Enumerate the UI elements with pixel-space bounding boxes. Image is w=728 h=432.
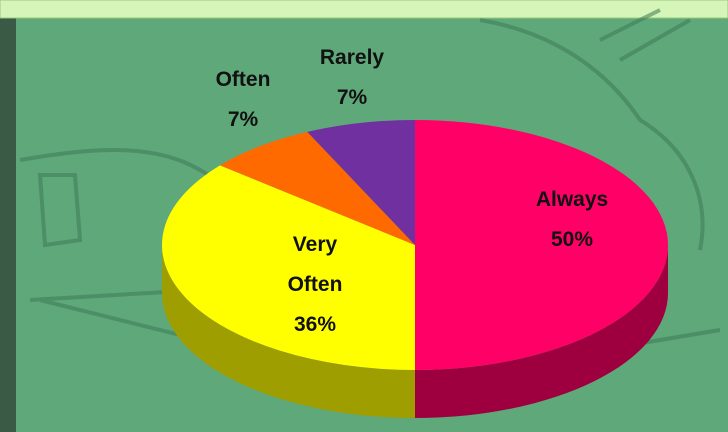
slice-label: Rarely 7% xyxy=(297,38,407,118)
category-label: Always xyxy=(535,188,609,211)
value-label: 50% xyxy=(550,228,594,251)
category-label: Rarely xyxy=(319,46,385,69)
slice xyxy=(307,120,415,245)
slice-side xyxy=(415,245,668,418)
left-strip xyxy=(0,18,16,432)
slice-label: Very Often 36% xyxy=(275,225,355,345)
slice xyxy=(415,120,668,370)
top-banner xyxy=(0,0,728,19)
value-label: 7% xyxy=(227,108,259,131)
value-label: 36% xyxy=(293,313,337,336)
slice-side xyxy=(162,245,415,418)
slice-label: Often 7% xyxy=(188,60,298,140)
slice xyxy=(162,165,415,370)
category-label: Often xyxy=(215,68,271,91)
category-label: Very Often xyxy=(287,233,343,296)
slice-label: Always 50% xyxy=(517,180,627,260)
slice xyxy=(220,131,415,245)
value-label: 7% xyxy=(336,86,368,109)
